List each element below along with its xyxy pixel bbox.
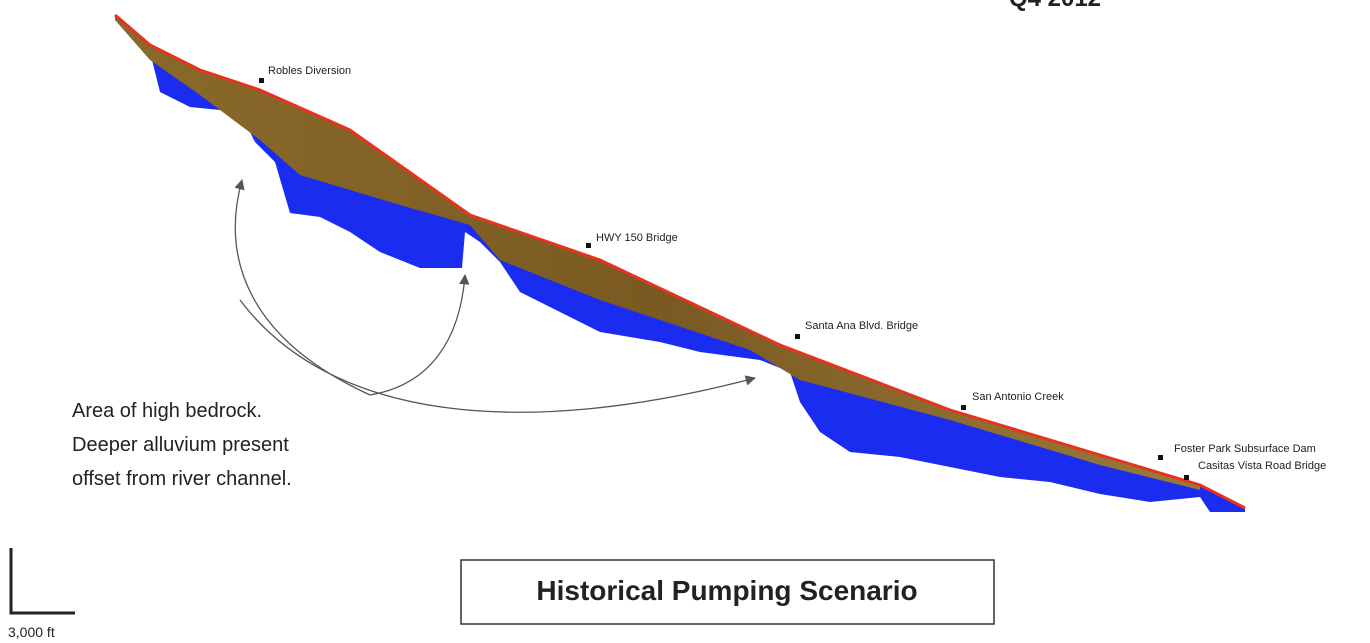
location-label: Foster Park Subsurface Dam <box>1174 443 1316 455</box>
alluvium-layer <box>115 15 1200 490</box>
scenario-box <box>460 559 995 625</box>
ground-surface <box>114 13 1246 510</box>
location-label: Casitas Vista Road Bridge <box>1198 460 1326 472</box>
annotation-line: Area of high bedrock. <box>72 400 262 422</box>
scale-bar <box>9 548 75 615</box>
location-label: Santa Ana Blvd. Bridge <box>805 320 918 332</box>
scale-label: 3,000 ft <box>8 624 55 640</box>
location-label: San Antonio Creek <box>972 391 1064 403</box>
stamp: Q4 2012 <box>1009 0 1101 12</box>
annotation-line: offset from river channel. <box>72 468 292 490</box>
location-markers <box>259 78 1189 480</box>
scenario-title: Historical Pumping Scenario <box>536 575 917 606</box>
location-label: Robles Diversion <box>268 65 351 77</box>
annotation-line: Deeper alluvium present <box>72 434 289 456</box>
annotation-arrows <box>234 178 757 413</box>
location-label: HWY 150 Bridge <box>596 232 678 244</box>
